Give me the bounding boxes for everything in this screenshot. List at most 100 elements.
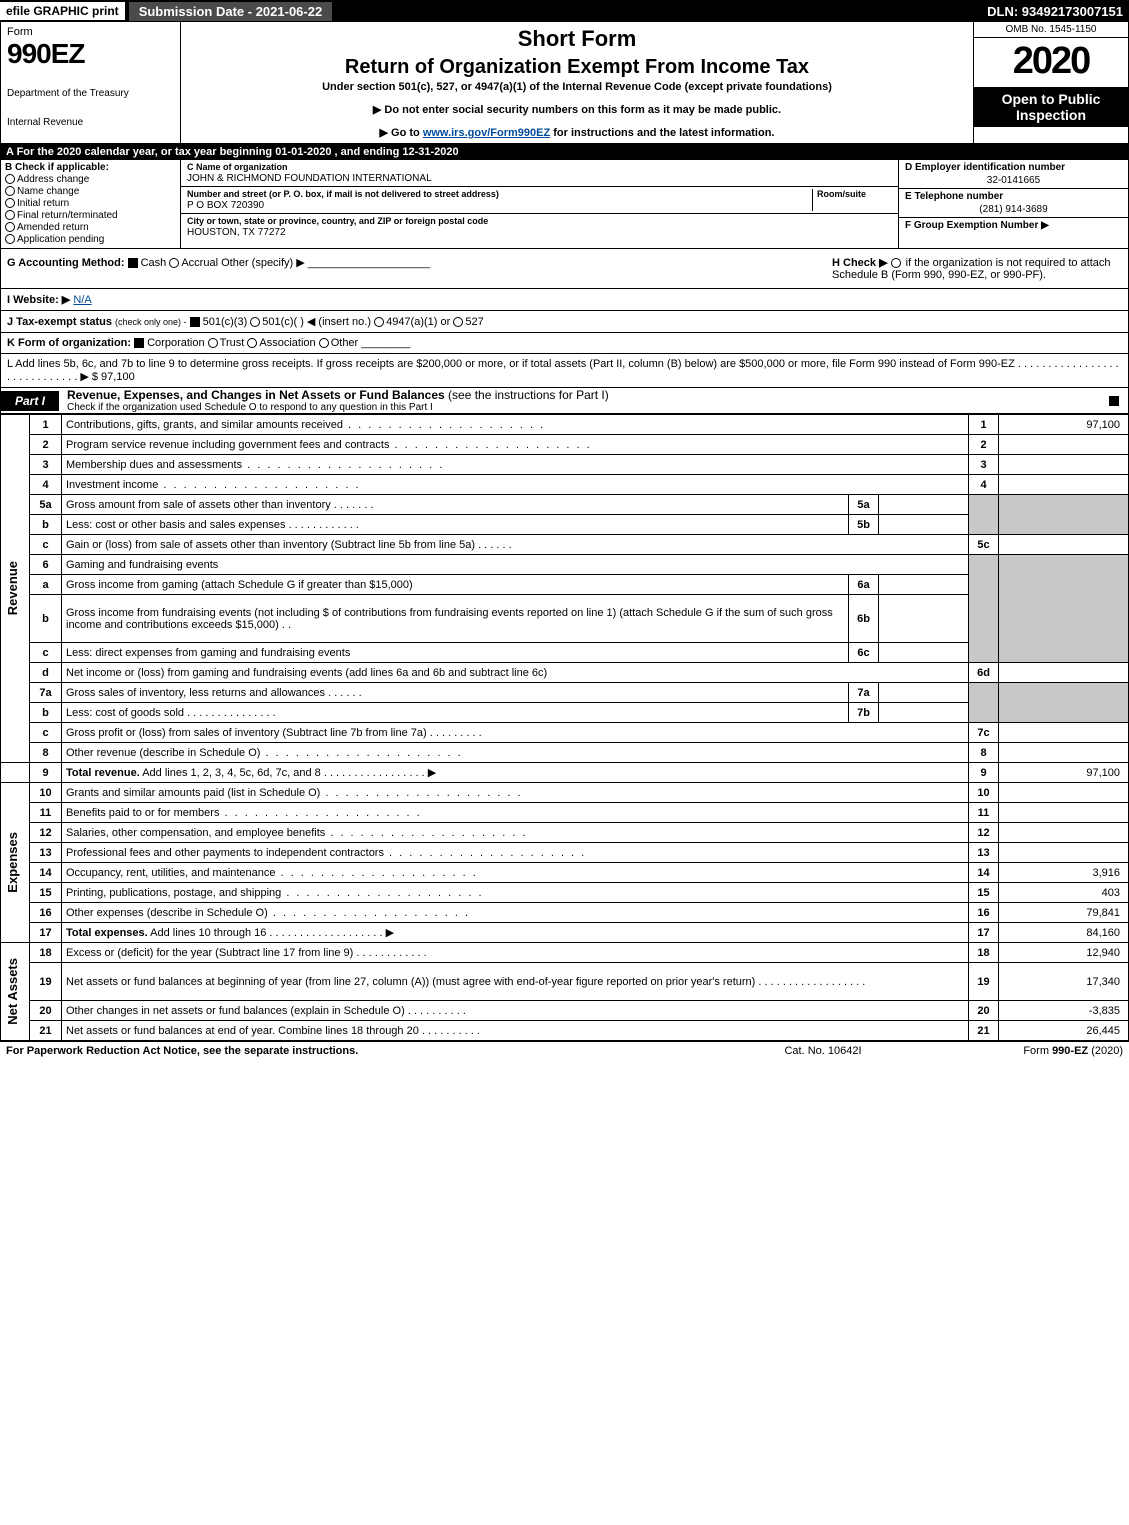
- dept-irs: Internal Revenue: [7, 117, 174, 128]
- ssn-warning: ▶ Do not enter social security numbers o…: [187, 103, 967, 116]
- row-a-taxyear: A For the 2020 calendar year, or tax yea…: [0, 144, 1129, 160]
- amt-18: 12,940: [999, 943, 1129, 963]
- website-value[interactable]: N/A: [73, 294, 91, 306]
- form-ref: Form 990-EZ (2020): [923, 1045, 1123, 1057]
- row-8: 8Other revenue (describe in Schedule O)8: [1, 743, 1129, 763]
- irs-link[interactable]: www.irs.gov/Form990EZ: [423, 127, 550, 139]
- row-20: 20Other changes in net assets or fund ba…: [1, 1001, 1129, 1021]
- goto-suffix: for instructions and the latest informat…: [550, 127, 774, 139]
- amt-17: 84,160: [999, 923, 1129, 943]
- amt-21: 26,445: [999, 1021, 1129, 1041]
- row-9: 9Total revenue. Add lines 1, 2, 3, 4, 5c…: [1, 763, 1129, 783]
- other-specify: Other (specify) ▶: [221, 257, 305, 269]
- 501c-radio[interactable]: [250, 317, 260, 327]
- open-inspection: Open to Public Inspection: [974, 87, 1128, 127]
- part1-sub: Check if the organization used Schedule …: [67, 402, 609, 413]
- section-bcdef: B Check if applicable: Address change Na…: [0, 160, 1129, 249]
- meta-gh: G Accounting Method: Cash Accrual Other …: [0, 249, 1129, 289]
- meta-j: J Tax-exempt status (check only one) - 5…: [0, 311, 1129, 333]
- row-11: 11Benefits paid to or for members11: [1, 803, 1129, 823]
- part1-tag: Part I: [1, 391, 59, 411]
- row-14: 14Occupancy, rent, utilities, and mainte…: [1, 863, 1129, 883]
- efile-print-label[interactable]: efile GRAPHIC print: [0, 2, 125, 20]
- chk-amended-return[interactable]: Amended return: [5, 222, 176, 233]
- chk-name-change[interactable]: Name change: [5, 186, 176, 197]
- part1-header: Part I Revenue, Expenses, and Changes in…: [0, 388, 1129, 414]
- check-only-one: (check only one) -: [115, 317, 187, 327]
- other-radio[interactable]: [319, 338, 329, 348]
- form-header: Form 990EZ Department of the Treasury In…: [0, 22, 1129, 144]
- row-5c: cGain or (loss) from sale of assets othe…: [1, 535, 1129, 555]
- chk-initial-return[interactable]: Initial return: [5, 198, 176, 209]
- amt-19: 17,340: [999, 963, 1129, 1001]
- 527-radio[interactable]: [453, 317, 463, 327]
- row-7b: bLess: cost of goods sold . . . . . . . …: [1, 703, 1129, 723]
- row-6a: aGross income from gaming (attach Schedu…: [1, 575, 1129, 595]
- meta-i: I Website: ▶ N/A: [0, 289, 1129, 311]
- accrual-radio[interactable]: [169, 258, 179, 268]
- top-bar: efile GRAPHIC print Submission Date - 20…: [0, 0, 1129, 22]
- website-label: I Website: ▶: [7, 294, 70, 306]
- h-checkbox[interactable]: [891, 258, 901, 268]
- ein-label: D Employer identification number: [905, 162, 1065, 173]
- amt-20: -3,835: [999, 1001, 1129, 1021]
- org-city: HOUSTON, TX 77272: [187, 227, 286, 238]
- dln-number: DLN: 93492173007151: [987, 4, 1129, 19]
- row-17: 17Total expenses. Add lines 10 through 1…: [1, 923, 1129, 943]
- tax-exempt-label: J Tax-exempt status: [7, 316, 112, 328]
- row-10: Expenses10Grants and similar amounts pai…: [1, 783, 1129, 803]
- line-l-amt: ▶ $ 97,100: [80, 371, 134, 383]
- part1-title: Revenue, Expenses, and Changes in Net As…: [59, 388, 609, 413]
- under-section: Under section 501(c), 527, or 4947(a)(1)…: [187, 81, 967, 93]
- h-label: H Check ▶: [832, 257, 888, 269]
- chk-final-return[interactable]: Final return/terminated: [5, 210, 176, 221]
- phone-value: (281) 914-3689: [905, 202, 1122, 215]
- col-def: D Employer identification number 32-0141…: [898, 160, 1128, 248]
- side-expenses: Expenses: [5, 832, 25, 893]
- org-name-label: C Name of organization: [187, 162, 288, 172]
- col-b-checkboxes: B Check if applicable: Address change Na…: [1, 160, 181, 248]
- meta-l: L Add lines 5b, 6c, and 7b to line 9 to …: [0, 354, 1129, 388]
- meta-k: K Form of organization: Corporation Trus…: [0, 333, 1129, 354]
- row-3: 3Membership dues and assessments3: [1, 455, 1129, 475]
- paperwork-notice: For Paperwork Reduction Act Notice, see …: [6, 1045, 723, 1057]
- submission-date: Submission Date - 2021-06-22: [129, 2, 333, 21]
- row-5b: bLess: cost or other basis and sales exp…: [1, 515, 1129, 535]
- part1-check[interactable]: [1109, 395, 1128, 407]
- row-4: 4Investment income4: [1, 475, 1129, 495]
- chk-address-change[interactable]: Address change: [5, 174, 176, 185]
- org-address: P O BOX 720390: [187, 200, 264, 211]
- row-7c: cGross profit or (loss) from sales of in…: [1, 723, 1129, 743]
- group-exemption-label: F Group Exemption Number ▶: [905, 220, 1049, 231]
- form-number: 990EZ: [7, 38, 174, 70]
- row-21: 21Net assets or fund balances at end of …: [1, 1021, 1129, 1041]
- row-7a: 7aGross sales of inventory, less returns…: [1, 683, 1129, 703]
- row-19: 19Net assets or fund balances at beginni…: [1, 963, 1129, 1001]
- row-16: 16Other expenses (describe in Schedule O…: [1, 903, 1129, 923]
- row-1: Revenue 1 Contributions, gifts, grants, …: [1, 415, 1129, 435]
- room-label: Room/suite: [817, 189, 866, 199]
- page-footer: For Paperwork Reduction Act Notice, see …: [0, 1041, 1129, 1060]
- chk-application-pending[interactable]: Application pending: [5, 234, 176, 245]
- corp-checkbox[interactable]: [134, 338, 144, 348]
- trust-radio[interactable]: [208, 338, 218, 348]
- part1-table: Revenue 1 Contributions, gifts, grants, …: [0, 414, 1129, 1041]
- tax-year: 2020: [974, 38, 1128, 87]
- city-label: City or town, state or province, country…: [187, 216, 488, 226]
- row-6b: bGross income from fundraising events (n…: [1, 595, 1129, 643]
- assoc-radio[interactable]: [247, 338, 257, 348]
- row-6d: dNet income or (loss) from gaming and fu…: [1, 663, 1129, 683]
- 501c3-checkbox[interactable]: [190, 317, 200, 327]
- amt-16: 79,841: [999, 903, 1129, 923]
- return-title: Return of Organization Exempt From Incom…: [187, 56, 967, 79]
- row-18: Net Assets18Excess or (deficit) for the …: [1, 943, 1129, 963]
- header-right: OMB No. 1545-1150 2020 Open to Public In…: [973, 22, 1128, 143]
- goto-prefix: ▶ Go to: [380, 127, 423, 139]
- cash-checkbox[interactable]: [128, 258, 138, 268]
- cat-no: Cat. No. 10642I: [723, 1045, 923, 1057]
- addr-label: Number and street (or P. O. box, if mail…: [187, 189, 499, 199]
- phone-label: E Telephone number: [905, 191, 1003, 202]
- 4947-radio[interactable]: [374, 317, 384, 327]
- amt-1: 97,100: [999, 415, 1129, 435]
- row-12: 12Salaries, other compensation, and empl…: [1, 823, 1129, 843]
